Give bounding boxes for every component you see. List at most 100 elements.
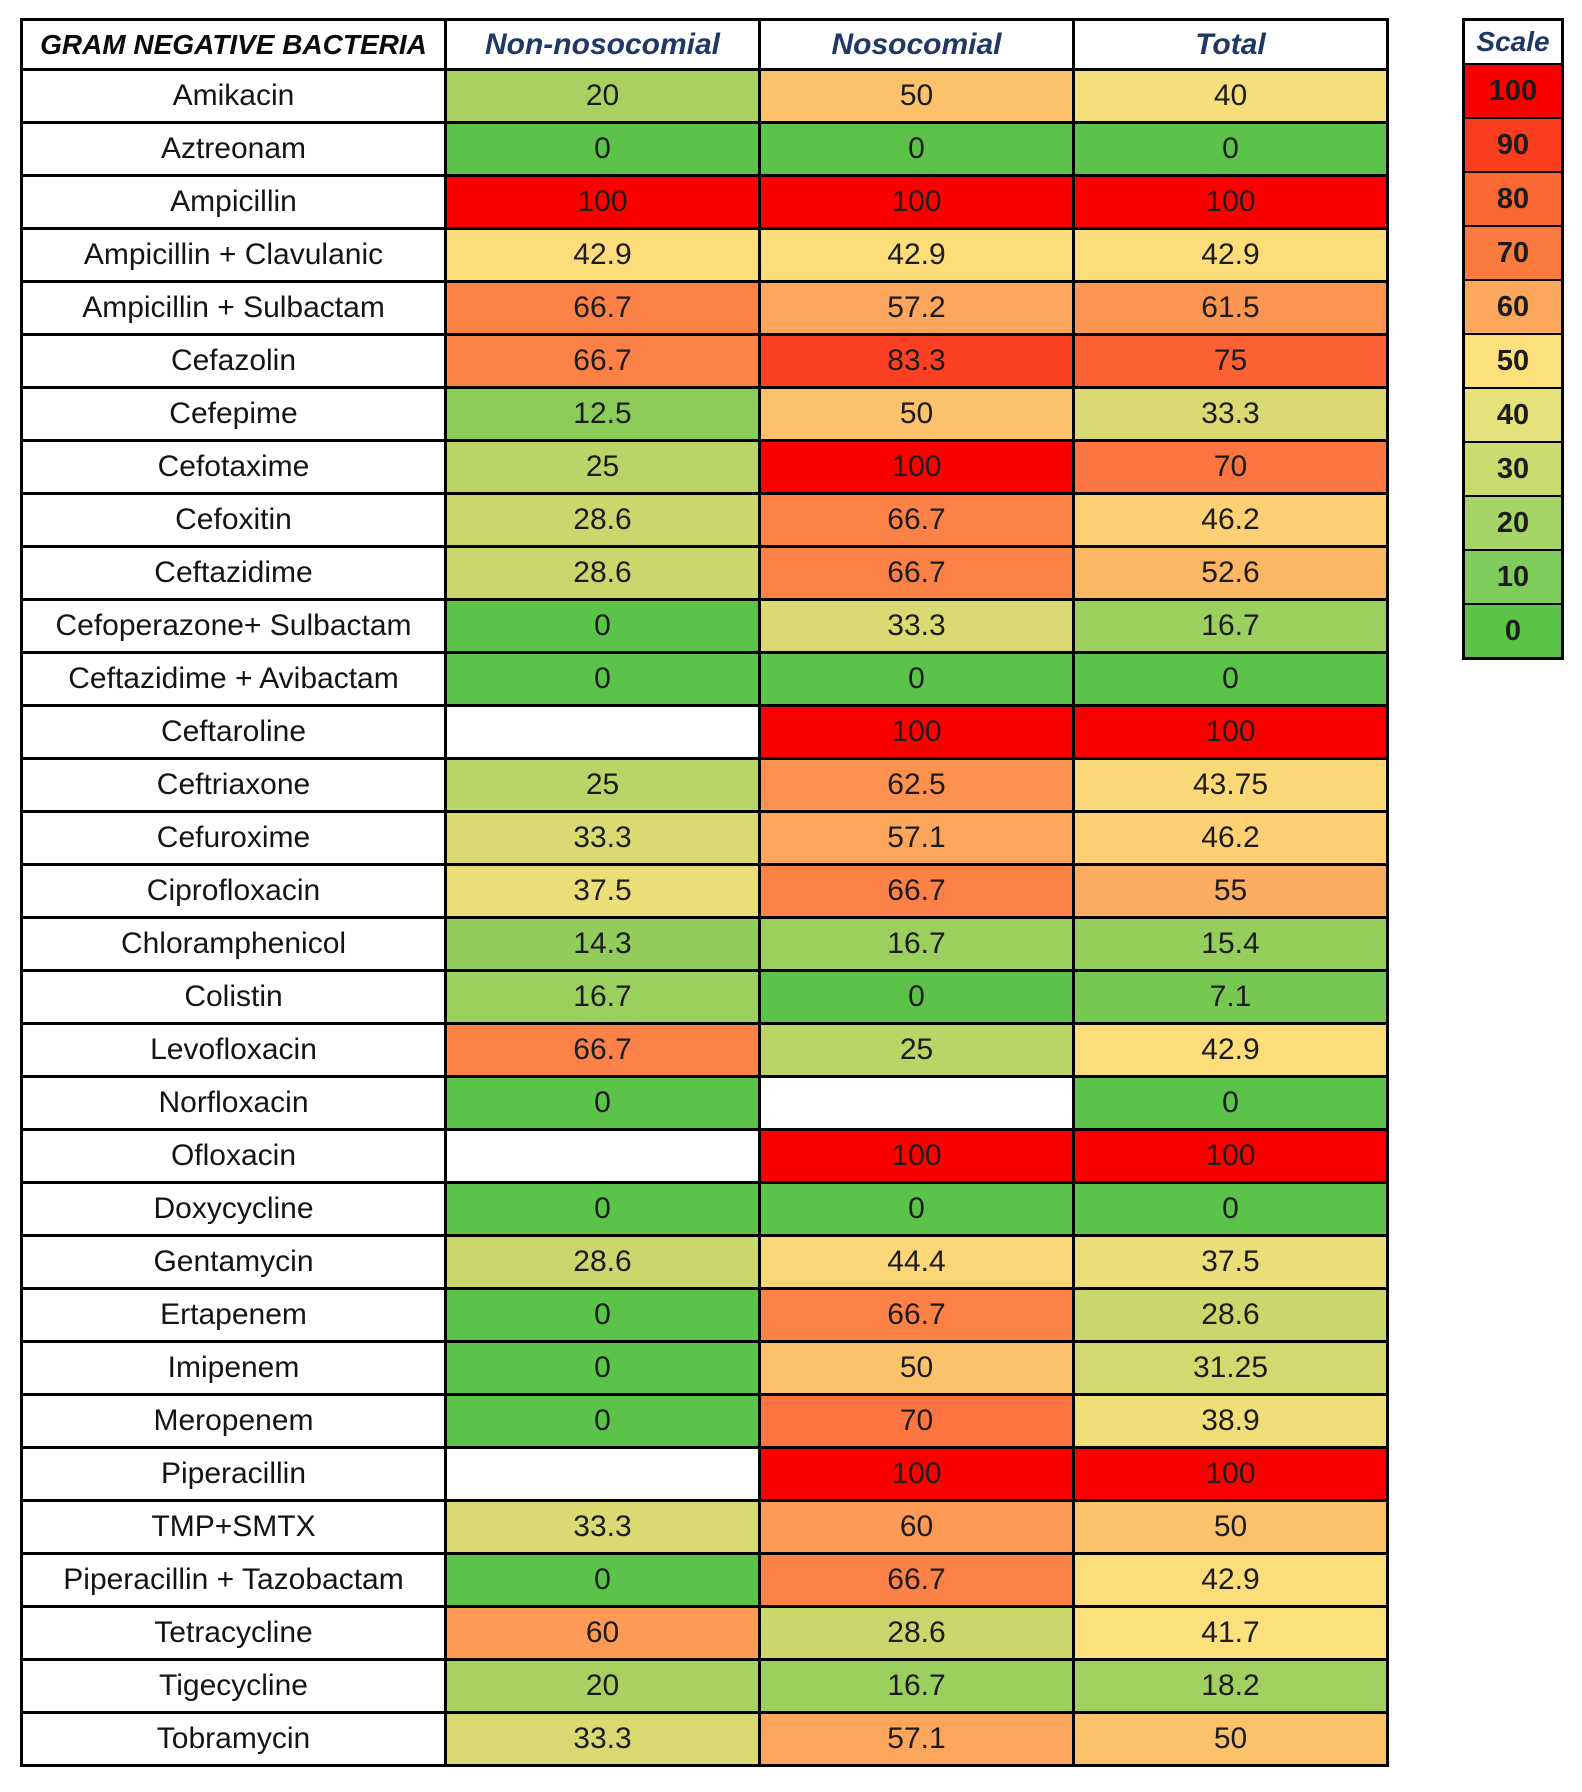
value-cell: 12.5	[444, 386, 761, 442]
antibiotic-label: Ampicillin + Clavulanic	[20, 227, 447, 283]
value-cell: 55	[1072, 863, 1389, 919]
value-cell: 57.1	[758, 1711, 1075, 1767]
antibiotic-label: Doxycycline	[20, 1181, 447, 1237]
table-title: GRAM NEGATIVE BACTERIA	[20, 18, 447, 71]
antibiotic-label: Ceftazidime	[20, 545, 447, 601]
antibiotic-label: Cefoxitin	[20, 492, 447, 548]
antibiotic-label: Tigecycline	[20, 1658, 447, 1714]
value-cell: 31.25	[1072, 1340, 1389, 1396]
value-cell: 100	[758, 174, 1075, 230]
antibiotic-label: Ampicillin	[20, 174, 447, 230]
table-row: Gentamycin 28.6 44.4 37.5	[20, 1234, 1389, 1290]
value-cell: 83.3	[758, 333, 1075, 389]
scale-value-cell: 30	[1462, 441, 1564, 497]
scale-value-cell: 40	[1462, 387, 1564, 443]
column-header-nosocomial: Nosocomial	[758, 18, 1075, 71]
antibiotic-label: Cefazolin	[20, 333, 447, 389]
table-row: Cefuroxime 33.3 57.1 46.2	[20, 810, 1389, 866]
value-cell: 46.2	[1072, 492, 1389, 548]
value-cell: 0	[1072, 1181, 1389, 1237]
table-row: Colistin 16.7 0 7.1	[20, 969, 1389, 1025]
table-row: Ofloxacin 100 100	[20, 1128, 1389, 1184]
value-cell: 66.7	[444, 333, 761, 389]
antibiotic-label: Amikacin	[20, 68, 447, 124]
table-row: Levofloxacin 66.7 25 42.9	[20, 1022, 1389, 1078]
value-cell: 42.9	[1072, 1022, 1389, 1078]
value-cell: 14.3	[444, 916, 761, 972]
value-cell: 50	[758, 1340, 1075, 1396]
value-cell: 52.6	[1072, 545, 1389, 601]
antibiotic-label: Ceftaroline	[20, 704, 447, 760]
value-cell: 100	[758, 439, 1075, 495]
value-cell: 70	[758, 1393, 1075, 1449]
table-row: Piperacillin 100 100	[20, 1446, 1389, 1502]
value-cell: 100	[1072, 1128, 1389, 1184]
value-cell: 60	[444, 1605, 761, 1661]
antibiotic-label: Imipenem	[20, 1340, 447, 1396]
table-row: Meropenem 0 70 38.9	[20, 1393, 1389, 1449]
table-row: Tetracycline 60 28.6 41.7	[20, 1605, 1389, 1661]
value-cell: 28.6	[758, 1605, 1075, 1661]
value-cell: 33.3	[758, 598, 1075, 654]
table-row: Ceftriaxone 25 62.5 43.75	[20, 757, 1389, 813]
antibiotic-label: Ertapenem	[20, 1287, 447, 1343]
value-cell: 25	[444, 439, 761, 495]
table-row: Ampicillin 100 100 100	[20, 174, 1389, 230]
antibiotic-label: Meropenem	[20, 1393, 447, 1449]
table-row: Doxycycline 0 0 0	[20, 1181, 1389, 1237]
scale-row: 90	[1462, 117, 1564, 173]
value-cell: 33.3	[444, 1499, 761, 1555]
table-row: Ceftazidime + Avibactam 0 0 0	[20, 651, 1389, 707]
table-row: Cefazolin 66.7 83.3 75	[20, 333, 1389, 389]
value-cell: 0	[444, 1287, 761, 1343]
antibiotic-label: Tetracycline	[20, 1605, 447, 1661]
value-cell: 100	[758, 1128, 1075, 1184]
value-cell: 25	[444, 757, 761, 813]
table-row: Ceftaroline 100 100	[20, 704, 1389, 760]
value-cell: 0	[444, 1340, 761, 1396]
value-cell: 25	[758, 1022, 1075, 1078]
value-cell: 66.7	[758, 545, 1075, 601]
value-cell: 70	[1072, 439, 1389, 495]
table-row: Tobramycin 33.3 57.1 50	[20, 1711, 1389, 1767]
scale-row: 20	[1462, 495, 1564, 551]
value-cell: 0	[444, 1075, 761, 1131]
value-cell: 62.5	[758, 757, 1075, 813]
value-cell: 46.2	[1072, 810, 1389, 866]
value-cell: 0	[444, 1181, 761, 1237]
value-cell: 100	[1072, 1446, 1389, 1502]
column-header-total: Total	[1072, 18, 1389, 71]
scale-row: 30	[1462, 441, 1564, 497]
scale-row: 40	[1462, 387, 1564, 443]
value-cell: 50	[758, 386, 1075, 442]
value-cell: 16.7	[1072, 598, 1389, 654]
value-cell: 33.3	[444, 810, 761, 866]
antibiotic-label: Cefepime	[20, 386, 447, 442]
table-row: Imipenem 0 50 31.25	[20, 1340, 1389, 1396]
scale-value-cell: 100	[1462, 63, 1564, 119]
value-cell: 0	[758, 969, 1075, 1025]
value-cell: 60	[758, 1499, 1075, 1555]
header-row: GRAM NEGATIVE BACTERIA Non-nosocomial Nos…	[20, 18, 1389, 71]
value-cell: 20	[444, 1658, 761, 1714]
antibiotic-label: Ofloxacin	[20, 1128, 447, 1184]
scale-row: 100	[1462, 63, 1564, 119]
value-cell: 50	[758, 68, 1075, 124]
column-header-non-nosocomial: Non-nosocomial	[444, 18, 761, 71]
value-cell: 0	[1072, 651, 1389, 707]
value-cell: 66.7	[758, 863, 1075, 919]
value-cell: 44.4	[758, 1234, 1075, 1290]
value-cell: 61.5	[1072, 280, 1389, 336]
value-cell: 20	[444, 68, 761, 124]
value-cell: 66.7	[444, 280, 761, 336]
antibiotic-label: Tobramycin	[20, 1711, 447, 1767]
value-cell: 40	[1072, 68, 1389, 124]
table-row: Ciprofloxacin 37.5 66.7 55	[20, 863, 1389, 919]
table-row: Ceftazidime 28.6 66.7 52.6	[20, 545, 1389, 601]
scale-row: 10	[1462, 549, 1564, 605]
value-cell: 42.9	[758, 227, 1075, 283]
value-cell: 33.3	[1072, 386, 1389, 442]
value-cell: 66.7	[758, 492, 1075, 548]
value-cell: 100	[1072, 174, 1389, 230]
value-cell: 100	[444, 174, 761, 230]
